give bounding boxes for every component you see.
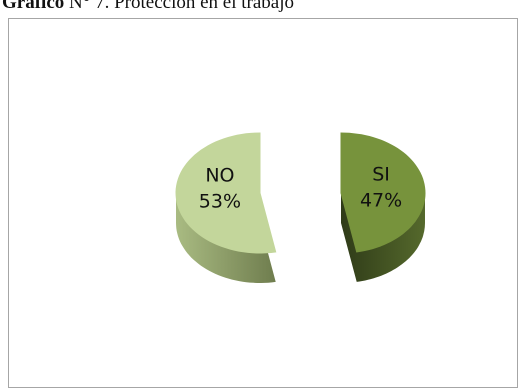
pie-slice-side-no: [176, 133, 276, 283]
slice-value-label-no: 53%: [199, 191, 241, 213]
slice-category-label-no: NO: [205, 165, 234, 187]
pie-slice-side-si: [341, 133, 425, 282]
pie-slice-no: [175, 132, 277, 254]
caption-title: Protección en el trabajo: [114, 0, 294, 13]
pie-slice-si: [340, 132, 426, 253]
caption-number: N° 7.: [69, 0, 110, 13]
caption-prefix: Gráfico: [2, 0, 65, 13]
slice-category-label-si: SI: [372, 163, 390, 185]
slice-value-label-si: 47%: [360, 189, 402, 211]
chart-caption: Gráfico N° 7. Protección en el trabajo: [2, 0, 294, 15]
